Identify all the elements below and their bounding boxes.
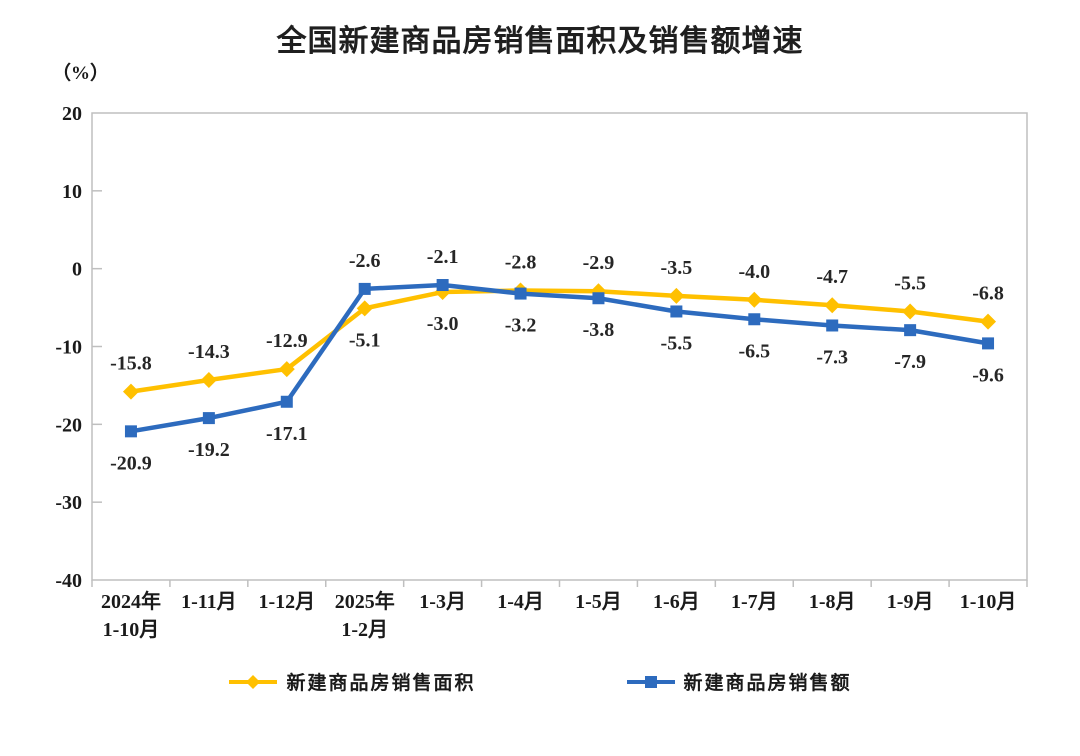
x-axis-category-label: 1-4月 (497, 591, 544, 613)
data-point-marker (668, 287, 685, 304)
data-point-marker (904, 324, 917, 337)
y-axis-tick-label: 10 (62, 181, 82, 203)
data-point-marker (280, 395, 293, 408)
data-point-label: -2.1 (427, 246, 459, 268)
plot-area: 20 10 0 -10 -20 -30 -40 2024年 1-10月 1-11月 1-12月 202… (55, 103, 1028, 641)
y-axis-tick-label: 20 (62, 103, 82, 125)
x-axis-category-label: 1-11月 (181, 591, 237, 613)
x-axis-category-label: 1-7月 (731, 591, 778, 613)
legend-entry-sales-area: 新建商品房销售面积 (228, 668, 475, 695)
data-point-label: -4.7 (816, 266, 848, 288)
data-point-label: -19.2 (188, 439, 230, 461)
data-point-label: -6.5 (738, 340, 770, 362)
x-axis-category-label: 1-5月 (575, 591, 622, 613)
data-point-label: -2.6 (349, 250, 381, 272)
x-axis-category-label: 1-8月 (809, 591, 856, 613)
data-point-marker (122, 383, 139, 400)
y-axis-tick-label: 0 (72, 259, 82, 281)
x-axis-category-label: 1-9月 (887, 591, 934, 613)
data-point-marker (202, 412, 215, 425)
legend: 新建商品房销售面积 新建商品房销售额 (0, 668, 1080, 695)
data-point-label: -7.3 (816, 346, 848, 368)
y-axis-unit-label: （%） (52, 63, 110, 84)
data-point-marker (358, 282, 371, 295)
x-axis-category-label: 1-6月 (653, 591, 700, 613)
y-axis-tick-label: -10 (55, 337, 82, 359)
data-point-label: -3.5 (661, 257, 693, 279)
y-axis-tick-label: -40 (55, 570, 82, 592)
plot-border (91, 112, 1028, 581)
data-point-marker (746, 291, 763, 308)
legend-swatch-area (229, 674, 278, 689)
data-point-label: -3.8 (583, 319, 615, 341)
legend-square-marker (644, 675, 657, 688)
legend-diamond-marker (246, 674, 261, 689)
data-point-label: -5.5 (661, 332, 693, 354)
data-point-marker (670, 305, 683, 318)
chart-title: 全国新建商品房销售面积及销售额增速 (276, 24, 804, 59)
data-point-label: -12.9 (266, 330, 308, 352)
x-axis-category-label: 2025年 (335, 589, 395, 613)
data-point-label: -3.0 (427, 313, 459, 335)
data-point-marker (592, 292, 605, 305)
x-axis-category-label: 1-3月 (419, 591, 466, 613)
data-point-marker (980, 313, 997, 330)
data-point-marker (982, 337, 995, 350)
legend-label-sales-area: 新建商品房销售面积 (286, 673, 476, 694)
data-point-label: -2.9 (583, 252, 615, 274)
y-axis-tick-label: -30 (55, 492, 82, 514)
data-point-label: -2.8 (505, 251, 537, 273)
data-point-label: -4.0 (738, 261, 770, 283)
x-axis-category-label: 2024年 (101, 589, 161, 613)
data-point-label: -20.9 (110, 452, 152, 474)
data-point-label: -14.3 (188, 341, 230, 363)
data-point-label: -5.5 (894, 272, 926, 294)
data-point-marker (902, 303, 919, 320)
x-axis-category-label: 1-2月 (341, 619, 388, 641)
data-point-marker (514, 287, 527, 300)
series-line-1 (128, 282, 991, 434)
data-point-marker (436, 279, 449, 292)
data-point-marker (356, 300, 373, 317)
legend-label-sales-amount: 新建商品房销售额 (683, 673, 852, 694)
legend-entry-sales-amount: 新建商品房销售额 (626, 668, 852, 695)
x-axis-category-label: 1-10月 (103, 619, 160, 641)
x-axis-category-label: 1-10月 (960, 591, 1017, 613)
series-line-0 (128, 288, 991, 394)
data-point-label: -3.2 (505, 315, 537, 337)
legend-swatch-amount (626, 675, 675, 688)
data-point-label: -6.8 (972, 283, 1004, 305)
data-point-marker (124, 425, 137, 438)
data-point-label: -15.8 (110, 353, 152, 375)
y-axis-tick-label: -20 (55, 414, 82, 436)
x-axis-category-label: 1-12月 (258, 591, 315, 613)
data-point-marker (826, 319, 839, 332)
data-point-label: -7.9 (894, 351, 926, 373)
data-point-marker (278, 361, 295, 378)
data-point-label: -9.6 (972, 364, 1004, 386)
data-point-label: -5.1 (349, 329, 381, 351)
data-point-marker (748, 313, 761, 326)
data-point-marker (200, 371, 217, 388)
data-point-label: -17.1 (266, 423, 308, 445)
data-point-marker (824, 297, 841, 314)
